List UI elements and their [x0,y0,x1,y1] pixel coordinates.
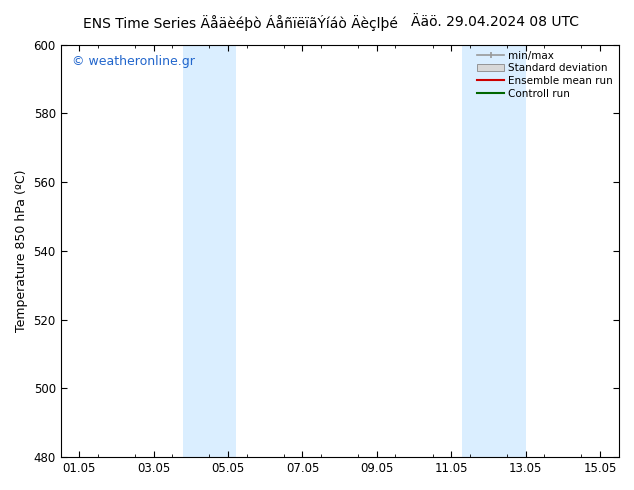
Y-axis label: Temperature 850 hPa (ºC): Temperature 850 hPa (ºC) [15,170,28,332]
Text: © weatheronline.gr: © weatheronline.gr [72,55,195,68]
Bar [183,45,235,457]
Legend: min/max, Standard deviation, Ensemble mean run, Controll run: min/max, Standard deviation, Ensemble me… [474,48,616,102]
Text: ENS Time Series Äåäèéþò ÁåñïëïãÝíáò Äèçlþé: ENS Time Series Äåäèéþò ÁåñïëïãÝíáò Äèçl… [84,15,398,31]
Text: Ääö. 29.04.2024 08 UTC: Ääö. 29.04.2024 08 UTC [411,15,578,29]
Bar [462,45,526,457]
